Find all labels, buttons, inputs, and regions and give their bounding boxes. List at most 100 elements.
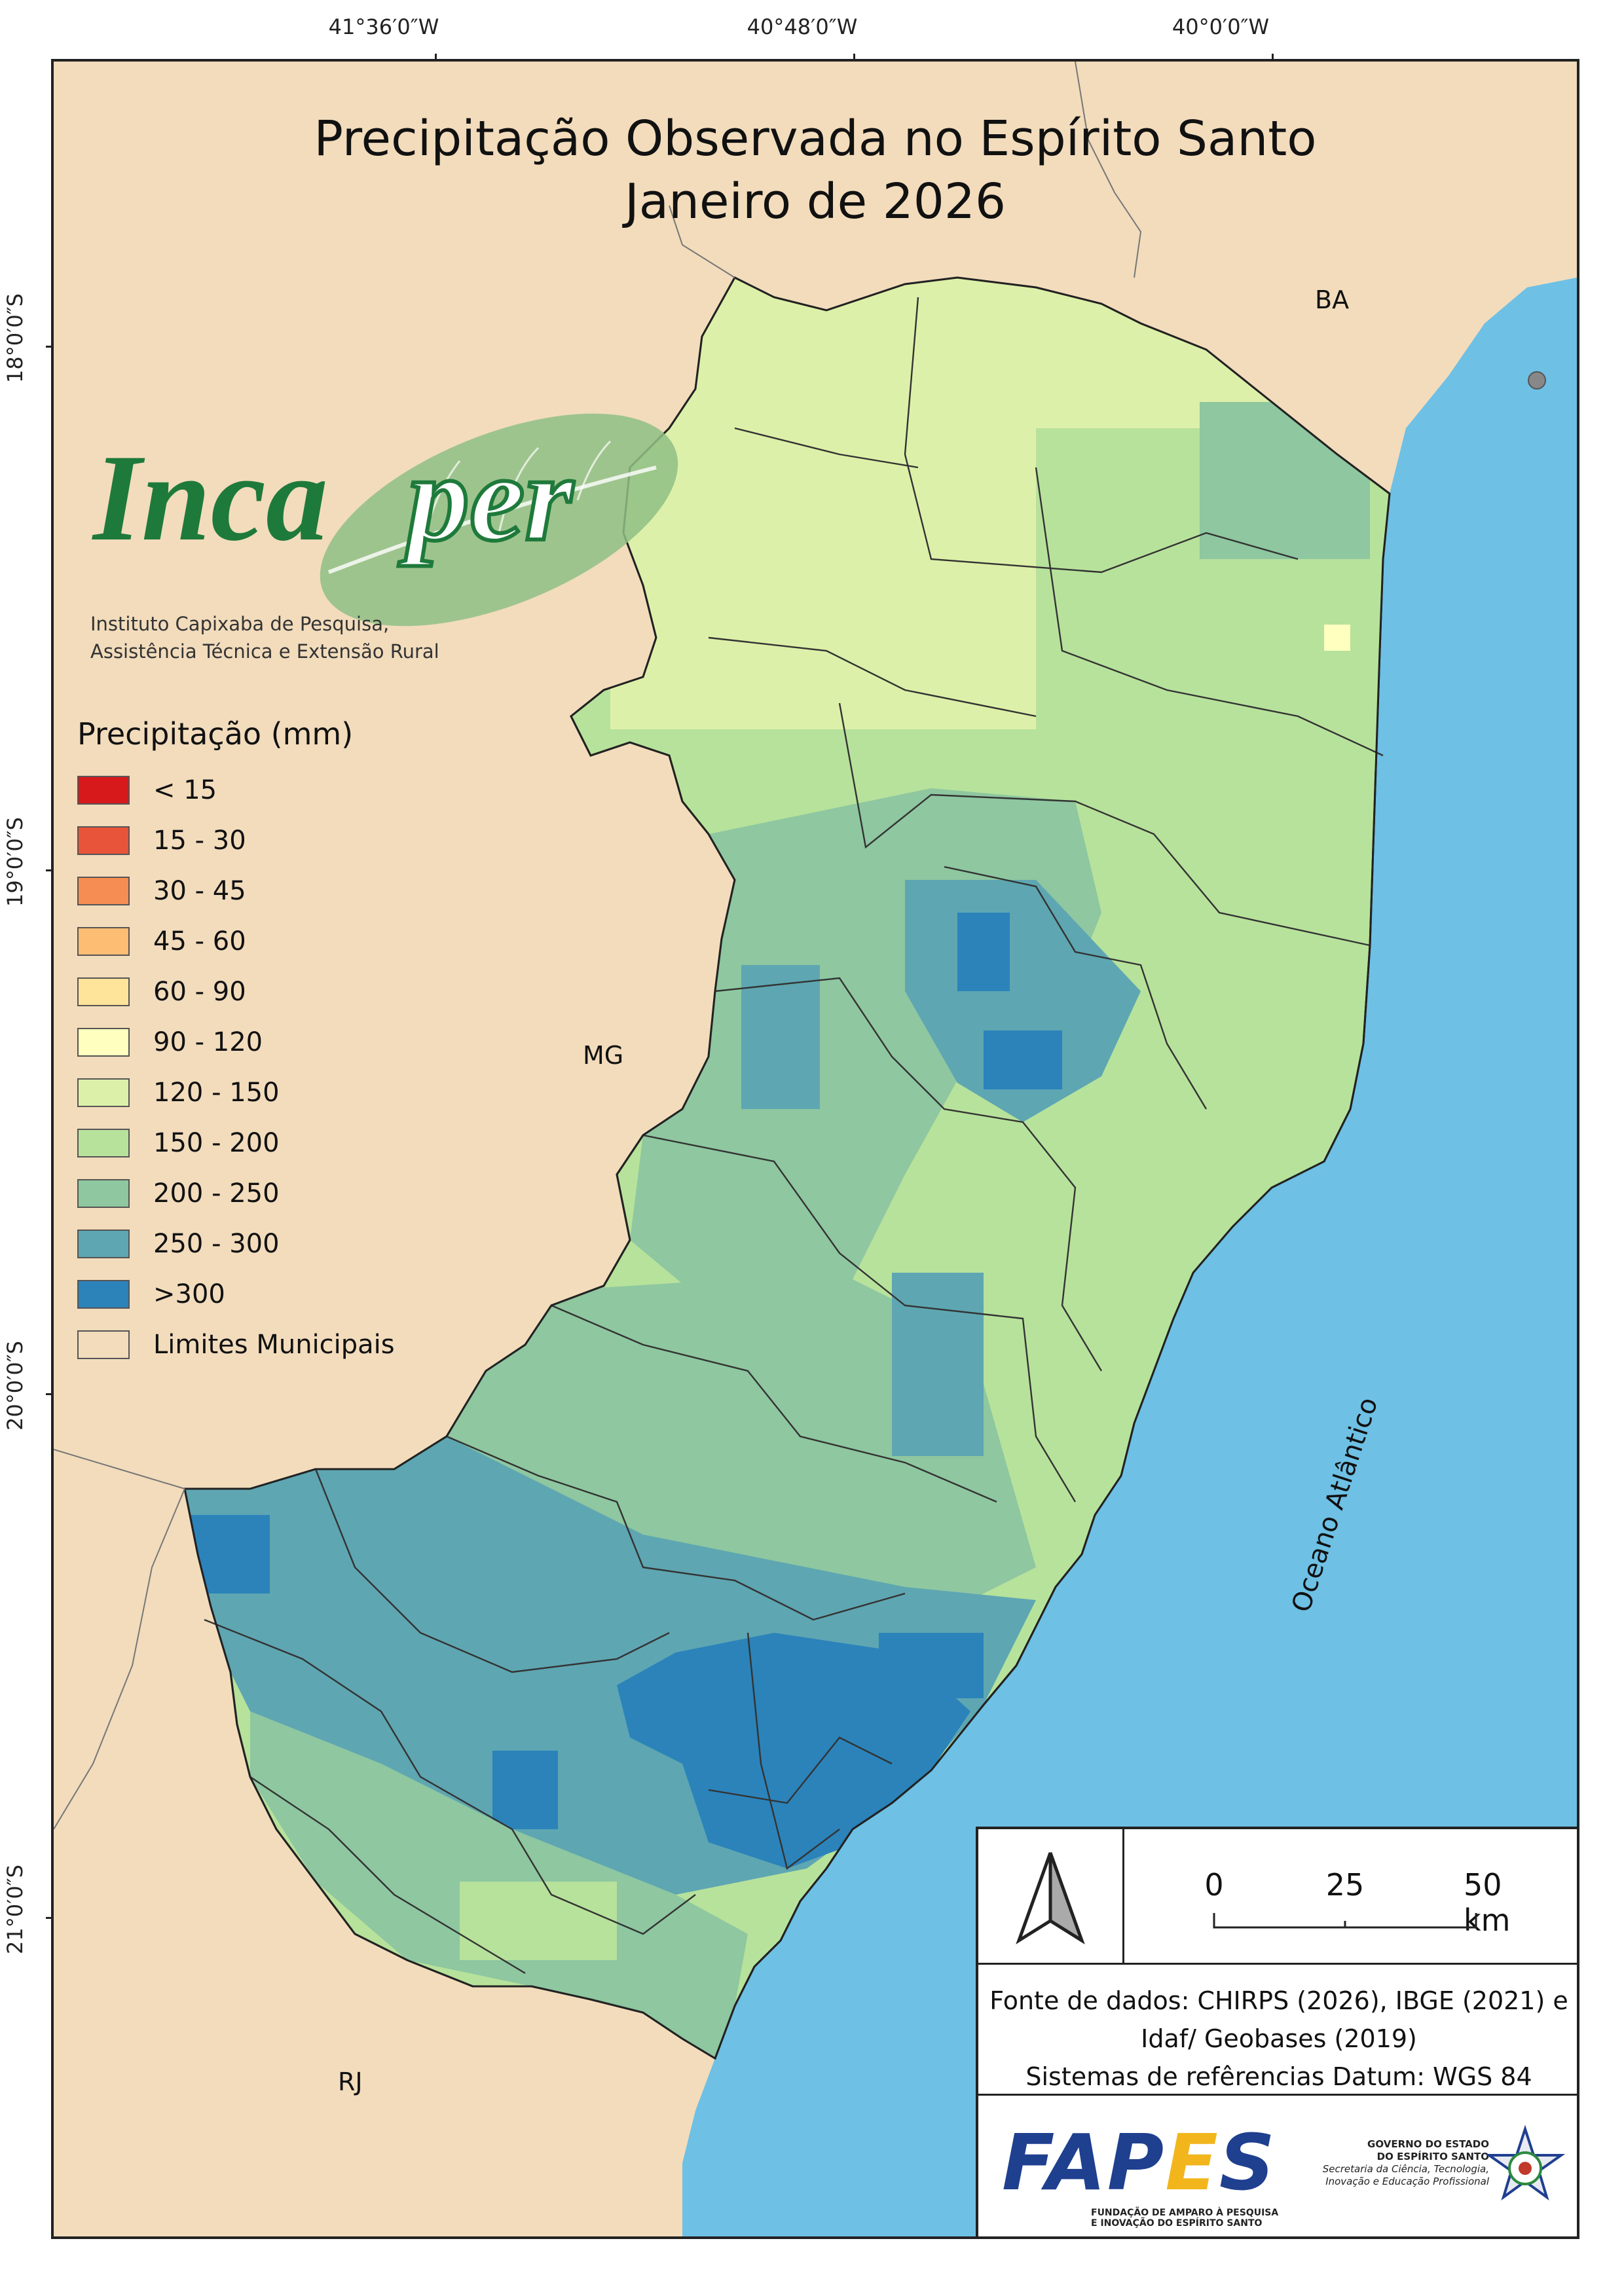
legend-swatch [77,926,130,956]
legend-item: Limites Municipais [77,1319,395,1370]
fapes-sub-line1: FUNDAÇÃO DE AMPARO À PESQUISA [1091,2208,1279,2218]
legend-swatch [77,1279,130,1309]
legend-label: 30 - 45 [153,875,246,906]
legend-item: 45 - 60 [77,916,395,966]
legend-item: 60 - 90 [77,966,395,1017]
zone-90-120-spot [1324,625,1350,651]
legend-label: 15 - 30 [153,825,246,856]
legend-swatch [77,775,130,805]
legend-item: 150 - 200 [77,1118,395,1168]
precipitation-map [54,62,1577,2236]
partner-logos: FAPES FUNDAÇÃO DE AMPARO À PESQUISA E IN… [978,2098,1577,2236]
gov-line1: GOVERNO DO ESTADO [1367,2138,1489,2150]
legend-item: 30 - 45 [77,866,395,916]
legend-item: < 15 [77,765,395,815]
legend-label: < 15 [153,774,217,805]
zone-over-300-center-2 [984,1030,1062,1089]
tick-lat-3 [46,1393,54,1395]
tick-lon-2 [853,54,855,62]
map-frame: Precipitação Observada no Espírito Santo… [51,59,1579,2239]
incaper-logo: Inca per Instituto Capixaba de Pesquisa,… [80,402,702,677]
gov-line3: Secretaria da Ciência, Tecnologia, [1322,2163,1489,2175]
scale-zero: 0 [1204,1867,1224,1903]
zone-over-300-southwest [492,1751,558,1829]
incaper-subtitle: Instituto Capixaba de Pesquisa, Assistên… [90,610,439,665]
scale-mid: 25 [1325,1867,1365,1903]
legend-item: 120 - 150 [77,1067,395,1118]
zone-over-300-center-1 [957,913,1010,991]
legend-label: 60 - 90 [153,976,246,1007]
zone-150-200-far-south [460,1882,617,1960]
label-rj: RJ [338,2068,363,2096]
label-mg: MG [583,1041,624,1070]
tick-lat-1 [46,346,54,348]
data-source: Fonte de dados: CHIRPS (2026), IBGE (202… [978,1965,1577,2096]
latitude-label-3: 20°0′0″S [3,1341,28,1430]
scale-line [1213,1913,1477,1929]
state-coat-of-arms-icon [1485,2124,1566,2201]
legend-label: Limites Municipais [153,1329,395,1360]
leaf-icon: Inca per [92,413,678,627]
scale-end: 50 km [1464,1867,1511,1938]
legend-title: Precipitação (mm) [77,716,354,752]
longitude-label-1: 41°36′0″W [328,14,439,39]
incaper-subtitle-line1: Instituto Capixaba de Pesquisa, [90,613,390,635]
gov-line4: Inovação e Educação Profissional [1325,2176,1489,2187]
legend-swatch [77,1229,130,1258]
municipal-boundaries [204,297,1384,1975]
legend-swatch [77,1128,130,1157]
incaper-subtitle-line2: Assistência Técnica e Extensão Rural [90,640,439,663]
gov-line2: DO ESPÍRITO SANTO [1376,2151,1489,2162]
legend-swatch [77,977,130,1006]
scale-bar: 0 25 50 km [1122,1829,1577,1965]
data-source-line3: Sistemas de refêrencias Datum: WGS 84 [1025,2062,1532,2091]
legend-item: >300 [77,1269,395,1319]
legend-label: 250 - 300 [153,1228,280,1259]
tick-lat-4 [46,1917,54,1919]
state-borders [54,62,1142,1830]
latitude-label-2: 19°0′0″S [3,817,28,907]
zone-200-250-northeast [1200,402,1370,559]
legend-swatch [77,1027,130,1057]
fapes-logo: FAPES [1002,2117,1276,2208]
incaper-wordmark-inca: Inca [92,429,328,567]
legend-label: >300 [153,1279,225,1309]
zone-250-300-west [741,965,820,1109]
legend: Precipitação (mm) < 15 15 - 30 30 - 45 45 -… [77,716,395,1370]
north-arrow-cell [978,1829,1124,1965]
incaper-wordmark-per: per [398,429,574,567]
legend-item: 250 - 300 [77,1218,395,1269]
tick-lat-2 [46,869,54,871]
legend-items: < 15 15 - 30 30 - 45 45 - 60 60 - 90 90 - 120… [77,765,395,1370]
map-title-line1: Precipitação Observada no Espírito Santo [314,111,1317,167]
legend-item: 90 - 120 [77,1017,395,1067]
data-source-line1: Fonte de dados: CHIRPS (2026), IBGE (202… [989,1986,1568,2015]
legend-swatch [77,826,130,855]
info-box: 0 25 50 km Fonte de dados: CHIRPS (2026)… [976,1827,1577,2236]
map-title: Precipitação Observada no Espírito Santo… [54,107,1577,233]
legend-item: 200 - 250 [77,1168,395,1218]
data-source-line2: Idaf/ Geobases (2019) [1141,2024,1417,2053]
legend-swatch [77,1178,130,1208]
gov-logo-text: GOVERNO DO ESTADO DO ESPÍRITO SANTO Secr… [1293,2138,1489,2188]
legend-label: 90 - 120 [153,1027,263,1057]
zone-over-300-east [879,1633,984,1698]
tick-lon-1 [435,54,437,62]
longitude-label-2: 40°48′0″W [747,14,858,39]
ocean [682,278,1577,2236]
island-point [1528,371,1546,390]
latitude-label-4: 21°0′0″S [3,1865,28,1954]
legend-label: 45 - 60 [153,926,246,957]
legend-label: 120 - 150 [153,1077,280,1108]
fapes-subtitle: FUNDAÇÃO DE AMPARO À PESQUISA E INOVAÇÃO… [1091,2208,1278,2229]
legend-swatch [77,1330,130,1359]
zone-150-200-east [970,1161,1324,1567]
label-ba: BA [1315,285,1350,314]
legend-item: 15 - 30 [77,815,395,866]
legend-swatch [77,876,130,905]
map-title-line2: Janeiro de 2026 [624,173,1006,230]
north-arrow-icon [1016,1852,1085,1944]
latitude-label-1: 18°0′0″S [3,293,28,383]
legend-swatch [77,1078,130,1107]
fapes-sub-line2: E INOVAÇÃO DO ESPÍRITO SANTO [1091,2218,1263,2229]
